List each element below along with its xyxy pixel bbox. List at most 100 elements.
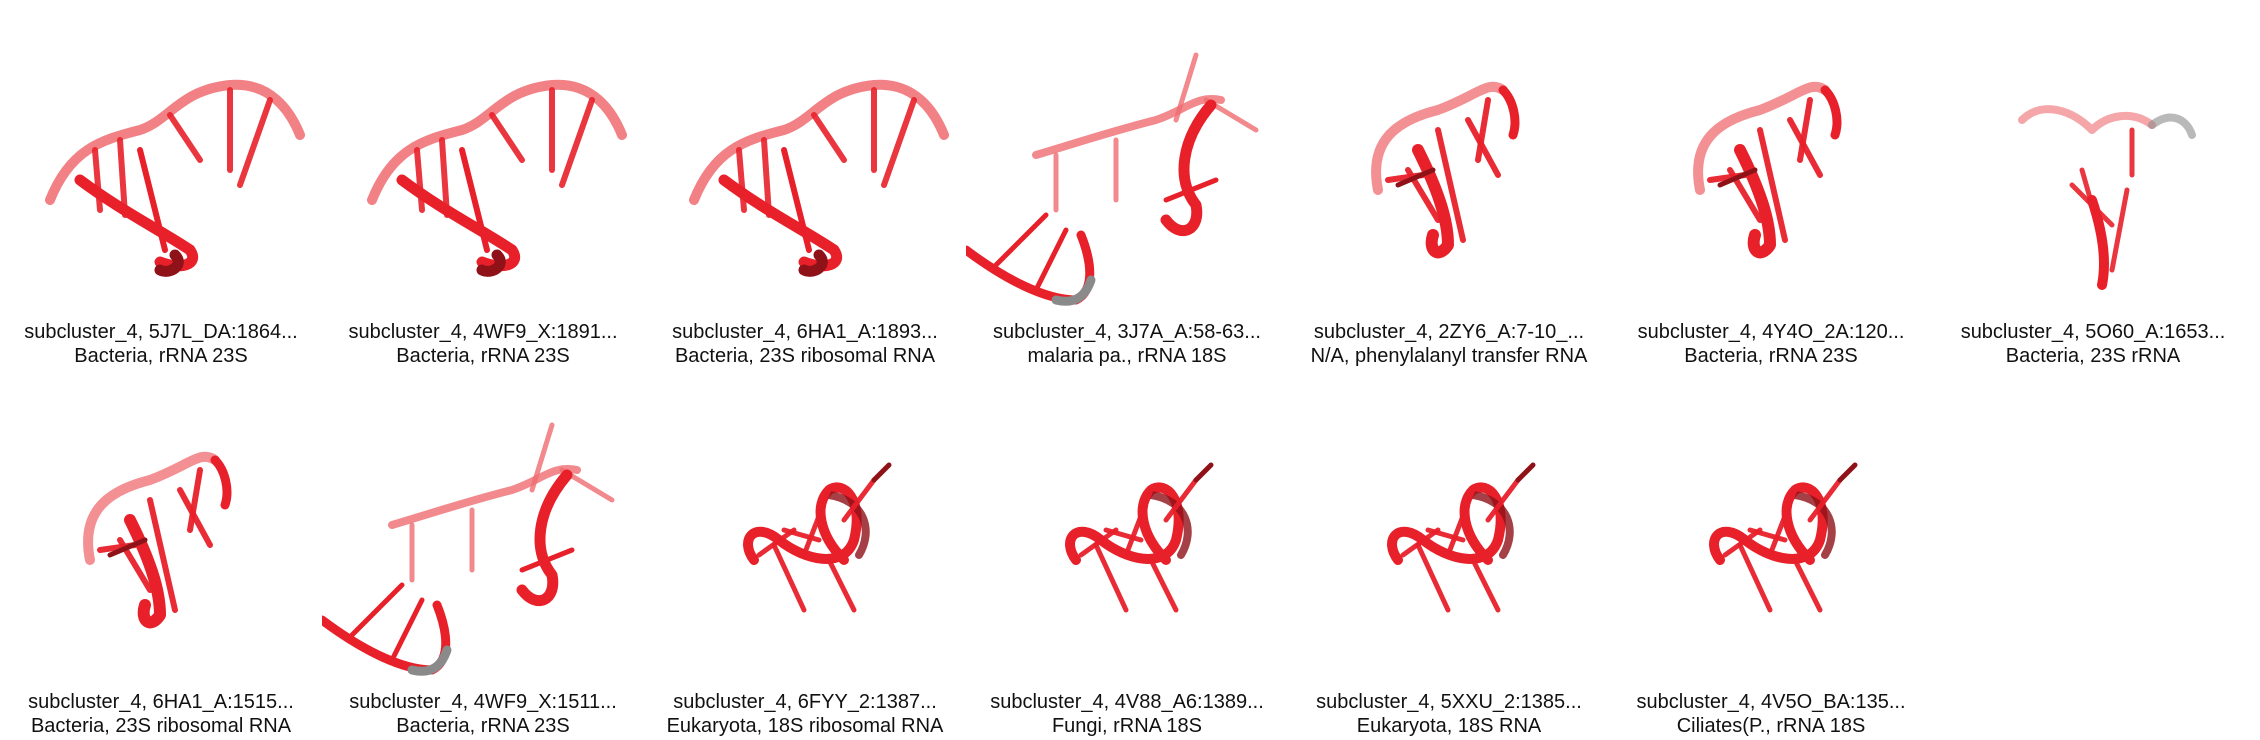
rna-structure-render bbox=[367, 79, 627, 277]
panel-id-label: subcluster_4, 4WF9_X:1511... bbox=[349, 691, 617, 713]
structure-panel: subcluster_4, 4WF9_X:1511... Bacteria, rR… bbox=[322, 370, 644, 740]
panel-id-label: subcluster_4, 6HA1_A:1893... bbox=[672, 321, 938, 343]
base-stick bbox=[519, 547, 575, 573]
base-stick bbox=[489, 112, 525, 163]
panel-description-label: Bacteria, rRNA 23S bbox=[74, 345, 248, 367]
structure-panel: subcluster_4, 6HA1_A:1515... Bacteria, 23… bbox=[0, 370, 322, 740]
panel-id-label: subcluster_4, 6FYY_2:1387... bbox=[673, 691, 937, 713]
backbone-strand bbox=[2018, 105, 2156, 134]
base-stick bbox=[811, 112, 847, 163]
loop-tip bbox=[1498, 85, 1520, 140]
base-stick bbox=[349, 582, 405, 638]
base-stick bbox=[237, 97, 273, 188]
helix-strand bbox=[124, 514, 166, 629]
base-stick bbox=[459, 147, 490, 253]
backbone-strand bbox=[1032, 95, 1225, 159]
inner-strand bbox=[1791, 491, 1836, 559]
structure-panel: subcluster_4, 6FYY_2:1387... Eukaryota, 1… bbox=[644, 370, 966, 740]
lower-strand bbox=[322, 600, 451, 675]
rna-structure-render bbox=[966, 52, 1259, 306]
base-stick bbox=[881, 97, 917, 188]
backbone-strand bbox=[388, 465, 581, 529]
base-stick bbox=[1485, 477, 1521, 523]
structure-panel: subcluster_4, 3J7A_A:58-63... malaria pa.… bbox=[966, 0, 1288, 370]
panel-description-label: Bacteria, 23S ribosomal RNA bbox=[30, 715, 292, 737]
base-stick bbox=[1792, 557, 1823, 613]
base-stick bbox=[1797, 97, 1813, 163]
panel-description-label: malaria pa., rRNA 18S bbox=[1027, 345, 1227, 367]
base-stick bbox=[187, 467, 203, 533]
base-stick bbox=[1033, 227, 1069, 293]
base-stick bbox=[1722, 527, 1763, 558]
base-stick bbox=[1093, 542, 1129, 613]
structure-panel: subcluster_4, 6HA1_A:1893... Bacteria, 23… bbox=[644, 0, 966, 370]
base-stick bbox=[1807, 477, 1843, 523]
rna-structure-render bbox=[743, 462, 892, 613]
panel-id-label: subcluster_4, 4V88_A6:1389... bbox=[990, 691, 1264, 713]
panel-id-label: subcluster_4, 4WF9_X:1891... bbox=[348, 321, 618, 343]
base-stick bbox=[1173, 52, 1199, 123]
rna-structure-render bbox=[2018, 105, 2196, 290]
base-stick bbox=[1123, 487, 1154, 558]
base-stick bbox=[389, 597, 425, 663]
base-stick bbox=[147, 497, 178, 613]
loop-tip bbox=[1820, 85, 1842, 140]
gray-segment bbox=[1051, 275, 1096, 306]
rna-structure-render bbox=[1387, 462, 1536, 613]
base-stick bbox=[439, 137, 450, 218]
backbone-strand bbox=[45, 79, 305, 205]
base-stick bbox=[781, 147, 812, 253]
base-stick bbox=[1395, 167, 1436, 188]
base-stick bbox=[92, 147, 103, 213]
gray-segment bbox=[2148, 113, 2196, 139]
base-stick bbox=[1078, 527, 1119, 558]
base-stick bbox=[761, 137, 772, 218]
structure-panel: subcluster_4, 5XXU_2:1385... Eukaryota, 1… bbox=[1288, 370, 1610, 740]
panel-id-label: subcluster_4, 3J7A_A:58-63... bbox=[993, 321, 1261, 343]
base-stick bbox=[1400, 527, 1441, 558]
base-stick bbox=[801, 487, 832, 558]
backbone-strand bbox=[689, 79, 949, 205]
panel-description-label: Fungi, rRNA 18S bbox=[1051, 715, 1203, 737]
base-stick bbox=[1767, 487, 1798, 558]
rna-structure-render bbox=[1065, 462, 1214, 613]
panel-id-label: subcluster_4, 5J7L_DA:1864... bbox=[24, 321, 298, 343]
base-stick bbox=[2109, 187, 2130, 273]
panel-description-label: N/A, phenylalanyl transfer RNA bbox=[1310, 345, 1588, 367]
panel-description-label: Bacteria, rRNA 23S bbox=[396, 715, 570, 737]
rna-structure-render bbox=[1693, 81, 1842, 259]
structure-panel: subcluster_4, 4V5O_BA:135... Ciliates(P.,… bbox=[1610, 370, 1932, 740]
base-stick bbox=[1415, 542, 1451, 613]
panel-id-label: subcluster_4, 4Y4O_2A:120... bbox=[1637, 321, 1905, 343]
base-stick bbox=[414, 147, 425, 213]
base-stick bbox=[1837, 462, 1858, 483]
base-stick bbox=[1435, 127, 1466, 243]
inner-strand bbox=[1147, 491, 1192, 559]
helix-strand bbox=[1734, 144, 1776, 259]
base-stick bbox=[871, 462, 892, 483]
base-stick bbox=[1193, 462, 1214, 483]
base-stick bbox=[167, 112, 203, 163]
base-stick bbox=[117, 137, 128, 218]
loop-tip bbox=[210, 455, 232, 510]
panel-id-label: subcluster_4, 4V5O_BA:135... bbox=[1636, 691, 1906, 713]
panel-description-label: Eukaryota, 18S ribosomal RNA bbox=[666, 715, 944, 737]
rna-structure-render bbox=[322, 422, 615, 676]
base-stick bbox=[2079, 167, 2105, 243]
backbone-strand bbox=[367, 79, 627, 205]
gray-segment bbox=[407, 645, 452, 676]
rna-structure-render bbox=[83, 451, 232, 629]
rna-structure-render bbox=[1709, 462, 1858, 613]
base-stick bbox=[771, 542, 807, 613]
structure-panel: subcluster_4, 4V88_A6:1389... Fungi, rRNA… bbox=[966, 370, 1288, 740]
panel-description-label: Ciliates(P., rRNA 18S bbox=[1676, 715, 1866, 737]
rna-structure-render bbox=[45, 79, 305, 277]
structure-panel: subcluster_4, 5J7L_DA:1864... Bacteria, r… bbox=[0, 0, 322, 370]
panel-id-label: subcluster_4, 5XXU_2:1385... bbox=[1316, 691, 1582, 713]
backbone-strand bbox=[83, 451, 220, 565]
base-stick bbox=[137, 147, 168, 253]
base-stick bbox=[736, 147, 747, 213]
base-stick bbox=[1148, 557, 1179, 613]
panel-description-label: Bacteria, rRNA 23S bbox=[1684, 345, 1858, 367]
panel-id-label: subcluster_4, 5O60_A:1653... bbox=[1960, 321, 2226, 343]
